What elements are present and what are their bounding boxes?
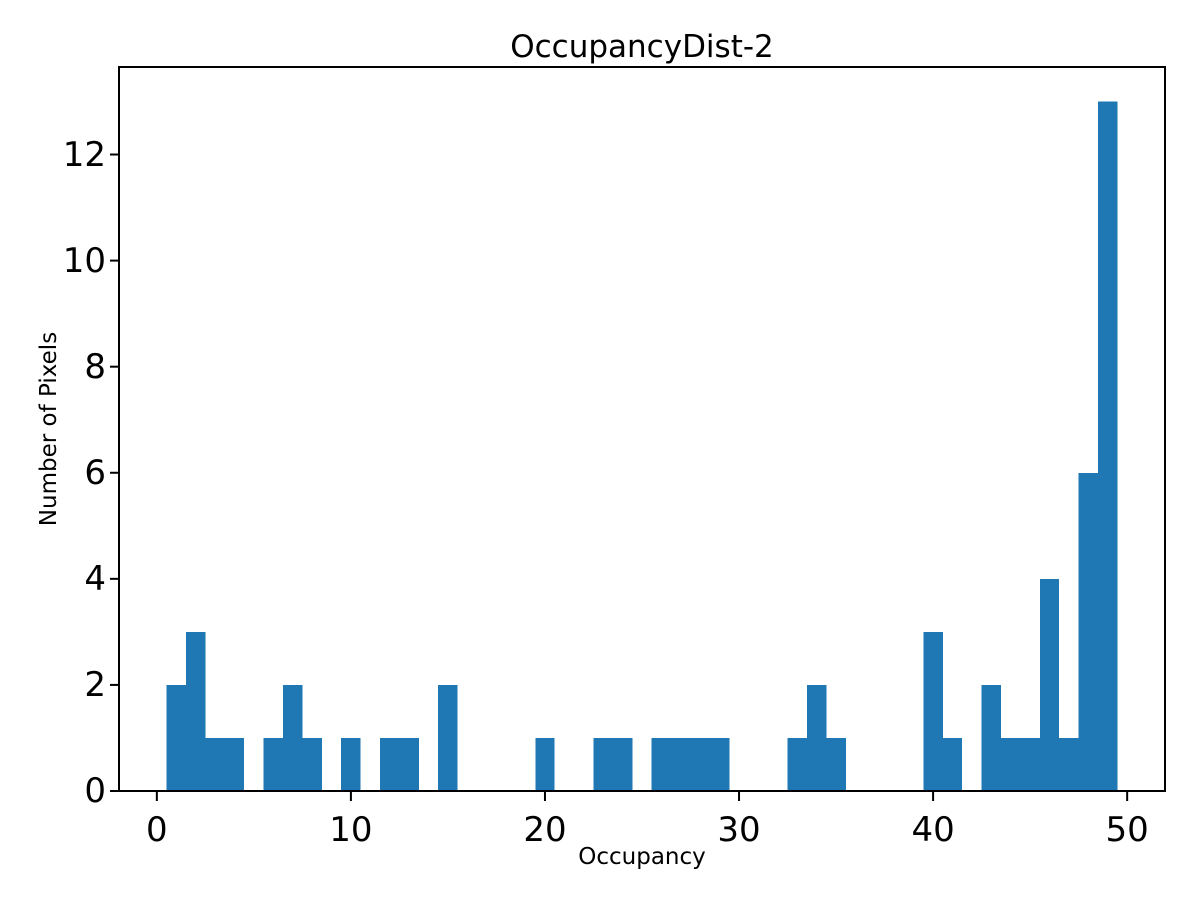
chart-title: OccupancyDist-2 (510, 29, 774, 65)
histogram-bar-4 (224, 737, 245, 791)
axes-frame (118, 66, 1166, 792)
y-tick-label-2: 2 (84, 664, 106, 705)
histogram-bar-35 (826, 737, 846, 791)
y-tick-label-0: 0 (84, 771, 106, 811)
histogram-bar-24 (612, 737, 633, 791)
histogram-bar-46 (1039, 578, 1060, 791)
histogram-bar-23 (593, 737, 613, 791)
histogram-bar-41 (942, 737, 963, 791)
y-tick-label-12: 12 (62, 134, 106, 175)
histogram-bar-47 (1059, 737, 1079, 791)
histogram-bar-34 (806, 684, 827, 791)
histogram-bar-1 (166, 684, 186, 791)
histogram-bar-20 (535, 737, 555, 791)
histogram-bar-8 (302, 737, 322, 791)
histogram-bar-28 (690, 737, 710, 791)
x-tick-label-50: 50 (1105, 810, 1149, 850)
histogram-bar-26 (651, 737, 672, 791)
histogram-bar-29 (709, 737, 730, 791)
histogram-bar-49 (1098, 101, 1118, 791)
x-tick-label-40: 40 (911, 810, 955, 850)
histogram-bar-43 (981, 684, 1002, 791)
x-tick-label-20: 20 (523, 810, 567, 850)
histogram-bar-15 (438, 684, 458, 791)
histogram-bar-33 (787, 737, 807, 791)
histogram-bar-6 (263, 737, 283, 791)
y-tick-label-6: 6 (84, 452, 106, 493)
histogram-bar-7 (282, 684, 303, 791)
y-tick-label-8: 8 (84, 346, 106, 387)
histogram-bar-48 (1078, 472, 1099, 791)
x-tick-label-10: 10 (329, 810, 373, 850)
histogram-bar-40 (923, 631, 943, 791)
x-tick-label-30: 30 (717, 810, 761, 850)
x-axis-label: Occupancy (578, 844, 706, 870)
histogram-bar-10 (341, 737, 361, 791)
histogram-bar-2 (185, 631, 206, 791)
histogram-bar-13 (399, 737, 419, 791)
histogram-bar-3 (205, 737, 225, 791)
y-tick-label-4: 4 (84, 558, 106, 599)
y-tick-label-10: 10 (62, 240, 106, 281)
histogram-bar-12 (380, 737, 400, 791)
histogram-bar-44 (1001, 737, 1021, 791)
histogram-bar-27 (671, 737, 691, 791)
x-tick-label-0: 0 (146, 810, 168, 850)
histogram-bar-45 (1020, 737, 1040, 791)
